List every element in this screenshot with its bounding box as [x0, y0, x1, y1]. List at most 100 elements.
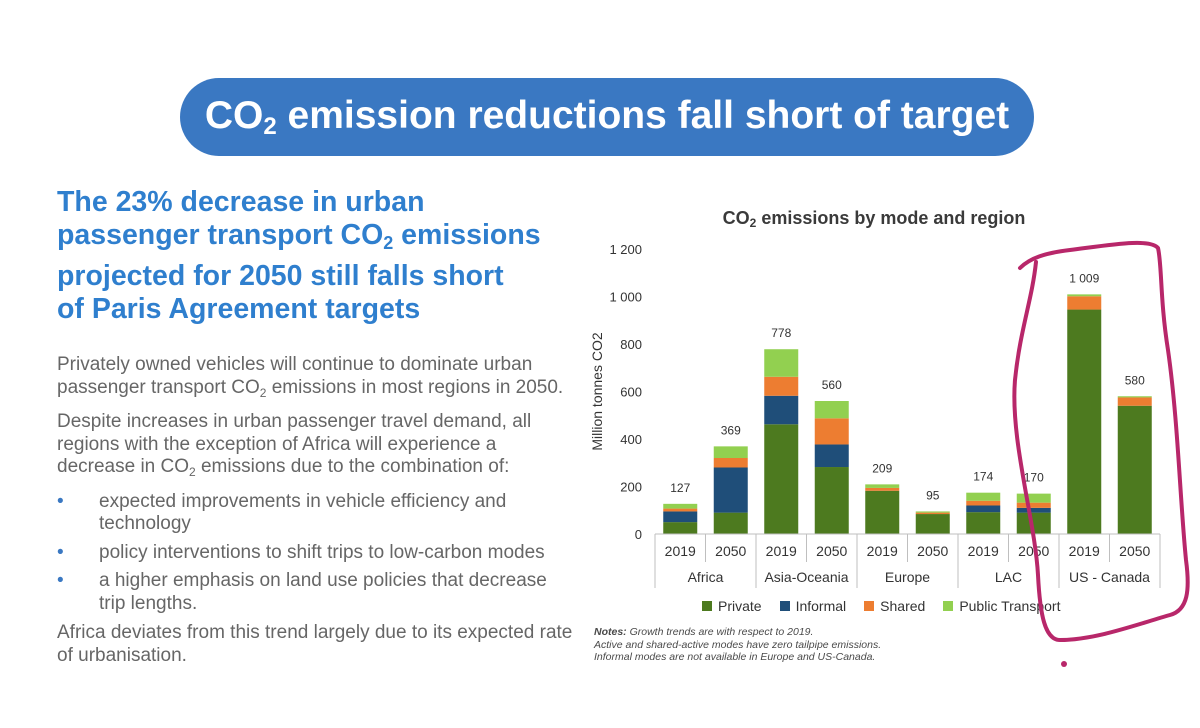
- x-group-label: Africa: [688, 569, 724, 585]
- bar-segment-private: [966, 512, 1001, 534]
- bar-total-label: 174: [973, 470, 993, 484]
- bar-segment-shared: [814, 418, 849, 445]
- y-tick-label: 1 000: [609, 290, 642, 305]
- x-tick-label: 2019: [867, 543, 898, 559]
- bar-segment-private: [764, 424, 799, 534]
- bar-segment-public-transport: [713, 446, 748, 458]
- bar-segment-informal: [764, 395, 799, 425]
- bar-segment-public-transport: [915, 511, 950, 513]
- legend-swatch: [864, 601, 875, 611]
- bar-segment-shared: [1016, 502, 1051, 508]
- bar-segment-shared: [764, 376, 799, 396]
- legend-item: Private: [702, 598, 762, 614]
- bar-segment-private: [915, 514, 950, 534]
- bar-segment-shared: [966, 500, 1001, 506]
- x-group-label: Asia-Oceania: [764, 569, 848, 585]
- bar-total-label: 209: [872, 461, 892, 475]
- bar-segment-shared: [663, 508, 698, 512]
- y-tick-label: 1 200: [609, 242, 642, 257]
- bar-segment-informal: [713, 467, 748, 513]
- x-tick-label: 2050: [1119, 543, 1150, 559]
- annotation-dot: [1061, 661, 1067, 667]
- x-tick-label: 2019: [968, 543, 999, 559]
- bar-segment-informal: [814, 444, 849, 468]
- bullet-icon: •: [57, 541, 64, 563]
- bar-segment-public-transport: [663, 503, 698, 509]
- legend-item: Public Transport: [943, 598, 1060, 614]
- slide-title: CO2 emission reductions fall short of ta…: [204, 93, 1010, 140]
- bullet-list: • expected improvements in vehicle effici…: [57, 491, 577, 616]
- legend-label: Public Transport: [959, 598, 1061, 614]
- x-tick-label: 2019: [766, 543, 797, 559]
- y-tick-label: 600: [620, 385, 642, 400]
- bar-total-label: 170: [1024, 471, 1044, 485]
- y-tick-label: 400: [620, 432, 642, 447]
- bar-total-label: 560: [822, 378, 842, 392]
- bar-segment-private: [865, 490, 900, 534]
- bar-total-label: 580: [1125, 373, 1145, 387]
- bar-segment-private: [1016, 512, 1051, 534]
- bar-segment-public-transport: [1016, 493, 1051, 503]
- y-tick-label: 0: [635, 527, 642, 542]
- x-group-label: LAC: [995, 569, 1022, 585]
- bar-total-label: 127: [670, 481, 690, 495]
- legend-swatch: [779, 601, 790, 611]
- chart-notes: Notes: Growth trends are with respect to…: [594, 626, 882, 663]
- y-axis-label: Million tonnes CO2: [589, 332, 605, 450]
- bullet-item: • a higher emphasis on land use policies …: [57, 570, 547, 614]
- bar-segment-private: [663, 522, 698, 534]
- legend-item: Shared: [864, 598, 925, 614]
- bullet-icon: •: [57, 490, 64, 512]
- bar-segment-public-transport: [1117, 396, 1152, 398]
- bar-segment-shared: [865, 487, 900, 491]
- bullet-icon: •: [57, 570, 64, 591]
- chart-legend: Private Informal Shared Public Transport: [702, 598, 1060, 614]
- legend-item: Informal: [779, 598, 847, 614]
- paragraph-2: Despite increases in urban passenger tra…: [57, 411, 532, 479]
- bar-segment-public-transport: [1067, 294, 1102, 297]
- bar-segment-public-transport: [865, 484, 900, 488]
- bar-segment-public-transport: [814, 401, 849, 419]
- legend-label: Informal: [795, 598, 847, 614]
- bar-segment-private: [713, 512, 748, 534]
- bar-total-label: 778: [771, 326, 791, 340]
- bar-segment-informal: [966, 505, 1001, 513]
- bar-segment-shared: [1067, 296, 1102, 310]
- bar-segment-shared: [915, 512, 950, 515]
- legend-swatch: [702, 601, 712, 611]
- bar-segment-shared: [713, 458, 748, 468]
- bar-total-label: 1 009: [1069, 271, 1099, 285]
- left-text-column: The 23% decrease in urban passenger tran…: [57, 186, 577, 674]
- stacked-bar-chart: Million tonnes CO2 0 200 400 600 800 1 000 1 20…: [589, 242, 1161, 588]
- paragraph-1: Privately owned vehicles will continue t…: [57, 354, 564, 400]
- x-group-label: Europe: [885, 569, 930, 585]
- x-tick-label: 2050: [715, 543, 746, 559]
- legend-swatch: [943, 601, 954, 611]
- bar-segment-shared: [1117, 397, 1152, 406]
- x-tick-label: 2019: [1069, 543, 1100, 559]
- bullet-item: • expected improvements in vehicle effici…: [57, 490, 507, 535]
- bar-segment-informal: [1016, 507, 1051, 513]
- y-tick-label: 200: [620, 480, 642, 495]
- bar-segment-public-transport: [764, 349, 799, 377]
- slide-title-banner: CO2 emission reductions fall short of ta…: [180, 78, 1034, 156]
- bar-segment-private: [1117, 405, 1152, 534]
- x-tick-label: 2050: [1018, 543, 1049, 559]
- legend-label: Shared: [880, 598, 926, 614]
- chart-title: CO2 emissions by mode and region: [722, 208, 1026, 230]
- x-tick-label: 2050: [917, 543, 948, 559]
- legend-label: Private: [718, 598, 762, 614]
- x-group-label: US - Canada: [1069, 569, 1150, 585]
- headline: The 23% decrease in urban passenger tran…: [57, 186, 541, 325]
- x-tick-label: 2050: [816, 543, 847, 559]
- y-tick-label: 800: [620, 337, 642, 352]
- bar-segment-private: [814, 467, 849, 534]
- bar-total-label: 95: [926, 488, 940, 502]
- bullet-item: • policy interventions to shift trips to …: [57, 541, 545, 563]
- bar-total-label: 369: [721, 423, 741, 437]
- paragraph-3: Africa deviates from this trend largely …: [57, 622, 573, 666]
- body-text: Privately owned vehicles will continue t…: [57, 354, 577, 667]
- bar-segment-informal: [663, 511, 698, 523]
- bar-segment-private: [1067, 309, 1102, 534]
